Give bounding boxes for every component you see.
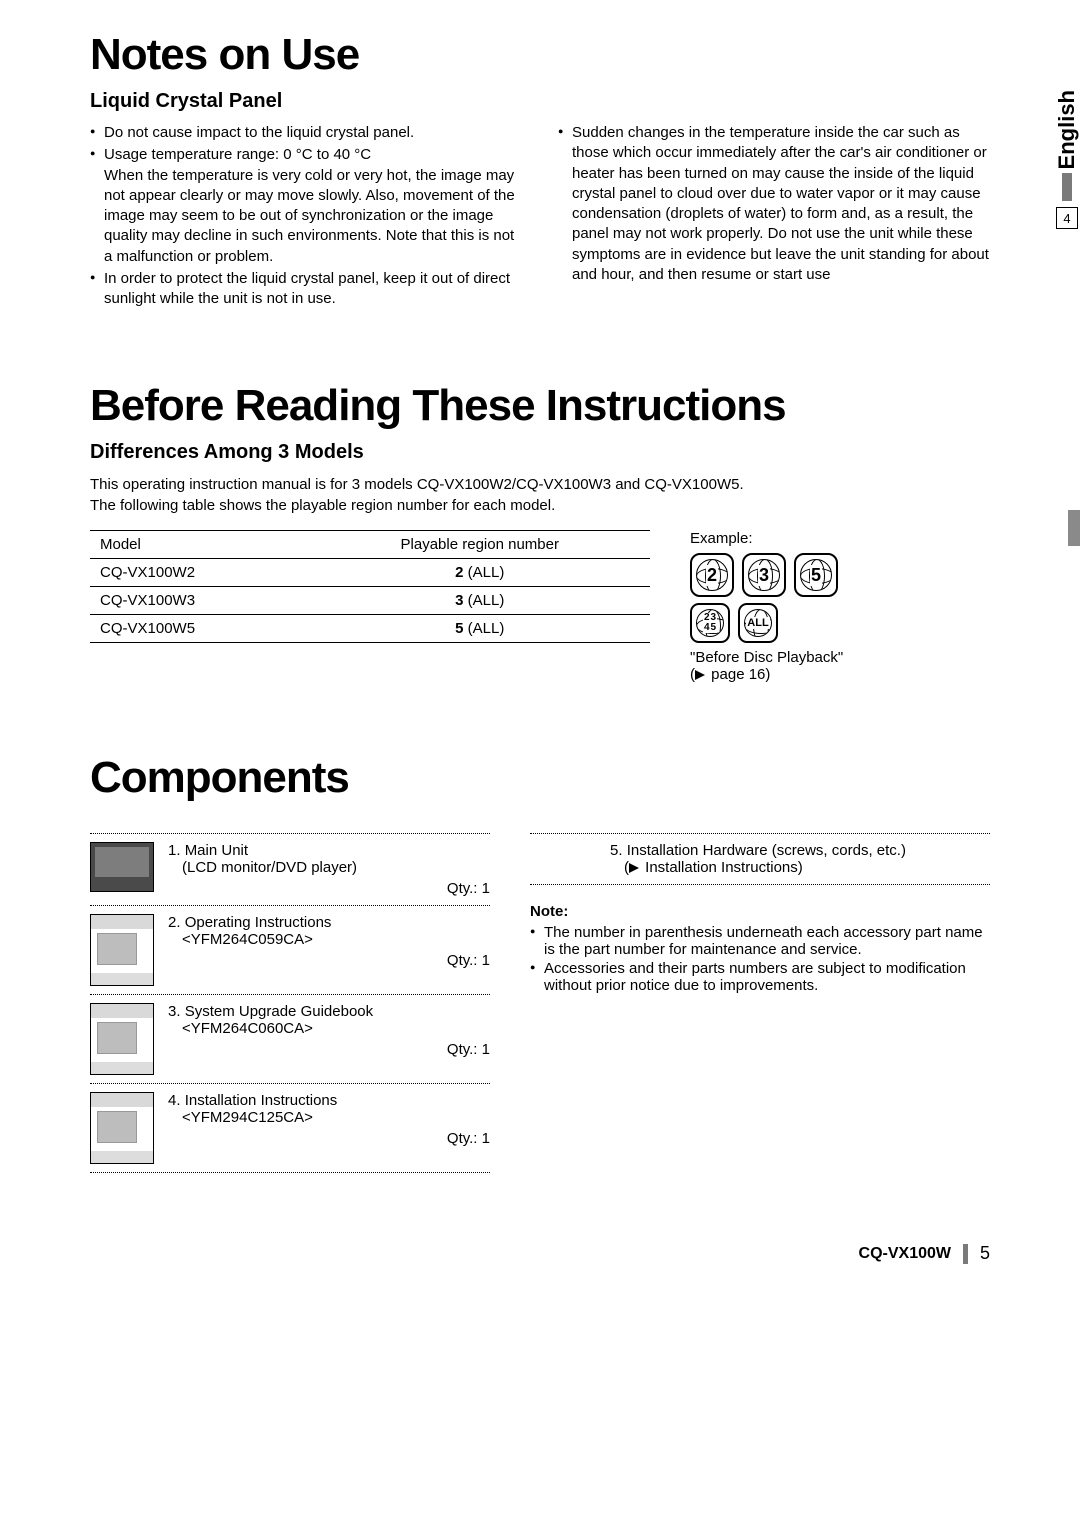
component-item: 1. Main Unit (LCD monitor/DVD player) Qt… xyxy=(90,833,490,905)
footer-page: 5 xyxy=(980,1243,990,1264)
th-region: Playable region number xyxy=(310,531,650,559)
table-row: CQ-VX100W3 3 (ALL) xyxy=(90,587,650,615)
footer-bar xyxy=(963,1244,968,1264)
region-globe-icon: 2345 xyxy=(690,603,730,643)
component-item: 5. Installation Hardware (screws, cords,… xyxy=(530,833,990,885)
section2-intro: This operating instruction manual is for… xyxy=(90,474,990,516)
section2-subtitle: Differences Among 3 Models xyxy=(90,441,990,464)
section3-title: Components xyxy=(90,753,990,803)
th-model: Model xyxy=(90,531,310,559)
section1-subtitle: Liquid Crystal Panel xyxy=(90,90,990,113)
component-item: 2. Operating Instructions <YFM264C059CA>… xyxy=(90,905,490,994)
example-block: Example: 2 3 5 2345 ALL "Before Disc Pla… xyxy=(690,530,843,683)
thumb-main-unit xyxy=(90,842,154,892)
language-label: English xyxy=(1054,90,1080,169)
components-right: 5. Installation Hardware (screws, cords,… xyxy=(530,833,990,1173)
thumb-doc xyxy=(90,1092,154,1164)
s1-bullet: Usage temperature range: 0 °C to 40 °C W… xyxy=(90,145,522,267)
s1-bullet: Sudden changes in the temperature inside… xyxy=(558,123,990,285)
arrow-icon xyxy=(629,863,639,873)
table-row: CQ-VX100W5 5 (ALL) xyxy=(90,615,650,643)
note-bullet: Accessories and their parts numbers are … xyxy=(530,960,990,994)
thumb-doc xyxy=(90,1003,154,1075)
note-heading: Note: xyxy=(530,903,990,920)
table-row: CQ-VX100W2 2 (ALL) xyxy=(90,559,650,587)
component-item: 3. System Upgrade Guidebook <YFM264C060C… xyxy=(90,994,490,1083)
tab-number: 4 xyxy=(1056,207,1078,229)
components-left: 1. Main Unit (LCD monitor/DVD player) Qt… xyxy=(90,833,490,1173)
region-globe-icon: 5 xyxy=(794,553,838,597)
thumb-doc xyxy=(90,914,154,986)
section2-title: Before Reading These Instructions xyxy=(90,381,990,431)
region-globe-icon: ALL xyxy=(738,603,778,643)
note-bullet: The number in parenthesis underneath eac… xyxy=(530,924,990,958)
side-stub xyxy=(1068,510,1080,546)
page-footer: CQ-VX100W 5 xyxy=(90,1243,990,1264)
component-item: 4. Installation Instructions <YFM294C125… xyxy=(90,1083,490,1173)
footer-model: CQ-VX100W xyxy=(859,1245,951,1263)
s1-bullet: Do not cause impact to the liquid crysta… xyxy=(90,123,522,143)
region-globe-icon: 3 xyxy=(742,553,786,597)
arrow-icon xyxy=(695,670,705,680)
example-ref: "Before Disc Playback" ( page 16) xyxy=(690,649,843,683)
example-label: Example: xyxy=(690,530,843,547)
section1-title: Notes on Use xyxy=(90,30,990,80)
s1-bullet: In order to protect the liquid crystal p… xyxy=(90,269,522,310)
section1-body: Do not cause impact to the liquid crysta… xyxy=(90,123,990,311)
tab-bar xyxy=(1062,173,1072,201)
language-tab: English 4 xyxy=(1054,90,1080,229)
region-globe-icon: 2 xyxy=(690,553,734,597)
models-table: Model Playable region number CQ-VX100W2 … xyxy=(90,530,650,643)
